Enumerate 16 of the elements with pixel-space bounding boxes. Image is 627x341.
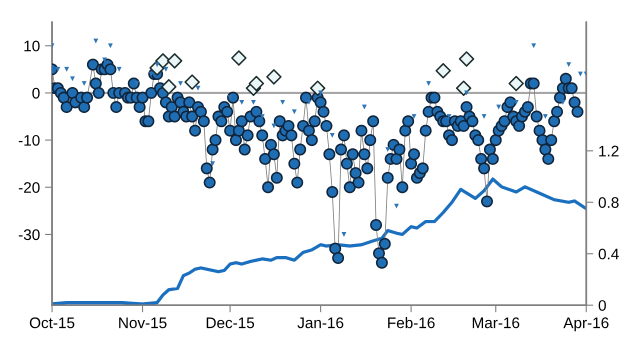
x-tick-label: Oct-15 [30, 317, 74, 328]
y-tick-label: -10 [18, 134, 40, 146]
x-tick-label: Apr-16 [563, 317, 609, 332]
y-tick-label: 0 [32, 88, 40, 99]
x-tick-label: Feb-16 [388, 317, 435, 328]
y-tick-label: 10 [24, 40, 40, 52]
y-tick-label: -30 [18, 229, 40, 240]
y2-tick-label: 0.4 [598, 248, 619, 260]
x-tick-label: Jan-16 [297, 317, 344, 328]
x-tick-label: Mar-16 [472, 317, 520, 328]
x-tick-label: Nov-15 [119, 318, 167, 328]
x-tick-label: Dec-15 [206, 318, 254, 328]
y2-tick-label: 1.2 [599, 146, 619, 156]
y2-tick-label: 0 [598, 300, 606, 311]
y2-tick-label: 0.8 [598, 197, 619, 208]
y-tick-label: -20 [18, 182, 40, 193]
